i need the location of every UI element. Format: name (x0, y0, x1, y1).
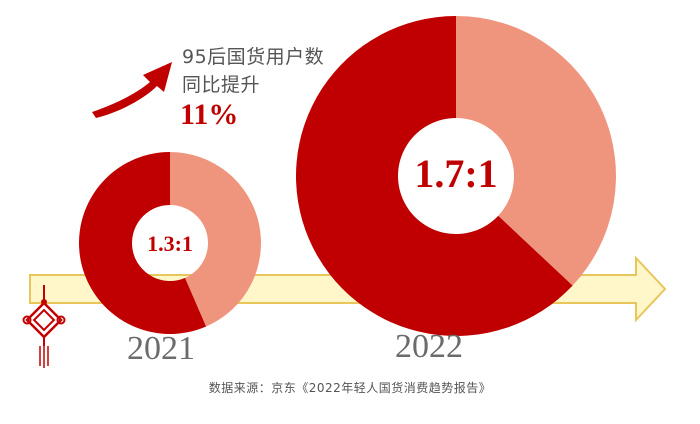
source-note: 数据来源：京东《2022年轻人国货消费趋势报告》 (208, 381, 492, 395)
year-label-2021: 2021 (127, 330, 195, 367)
chinese-knot-icon (22, 285, 66, 368)
year-label-2022: 2022 (395, 328, 463, 365)
annotation-line-2: 同比提升 (182, 74, 261, 96)
curved-up-arrow-icon (92, 62, 172, 118)
slice-2021-minor (170, 152, 261, 327)
donut-chart-2021: 1.3:1 (79, 152, 261, 334)
annotation-line-1: 95后国货用户数 (182, 46, 325, 68)
slice-2021-major (79, 152, 207, 334)
slice-2022-major (296, 16, 573, 336)
donut-chart-2022: 1.7:1 (296, 16, 617, 336)
ratio-label-2021: 1.3:1 (147, 231, 193, 256)
ratio-label-2022: 1.7:1 (414, 151, 497, 196)
slice-2022-minor (456, 16, 617, 286)
growth-value: 11% (180, 98, 239, 131)
